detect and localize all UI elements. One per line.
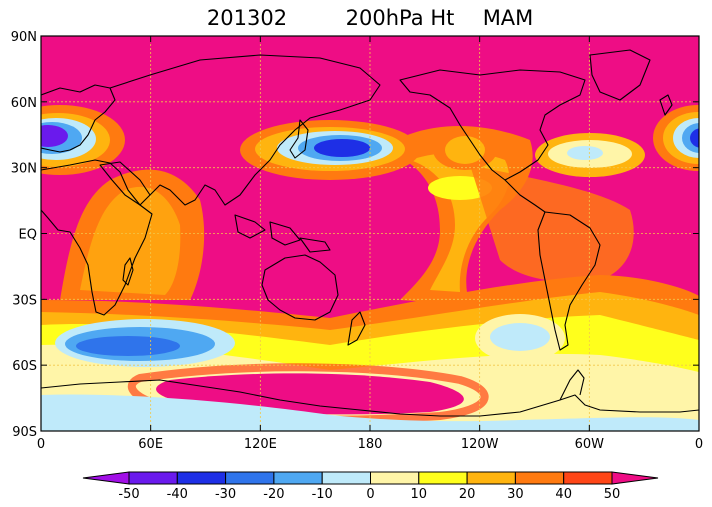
contour-jp-core [314, 139, 370, 157]
contour-eu-core [41, 125, 68, 147]
lon-tick-label-3: 180 [358, 437, 383, 452]
coast-new-zealand [347, 311, 366, 346]
coast-japan [289, 119, 309, 159]
map-gridlines [41, 36, 699, 431]
colorbar-label-10: 50 [604, 487, 621, 502]
colorbar-swatch-1 [176, 471, 227, 485]
colorbar-label-9: 40 [555, 487, 572, 502]
lat-tick-label-0: 90N [11, 30, 37, 45]
colorbar: -50 -40 -30 -20 -10 0 10 20 30 40 50 [82, 471, 659, 502]
colorbar-swatch-2 [225, 471, 275, 485]
coast-south-america [537, 211, 601, 351]
colorbar-swatch-9 [563, 471, 613, 485]
anomaly-field [41, 105, 699, 431]
contour-low-indian-core [76, 336, 180, 356]
lon-tick-label-6: 0 [695, 437, 703, 452]
lat-tick-label-5: 60S [12, 359, 37, 374]
lat-tick-label-4: 30S [12, 293, 37, 308]
coast-australia [261, 254, 339, 321]
lon-tick-label-1: 60E [138, 437, 163, 452]
coast-maritime-continent [234, 214, 331, 253]
coast-antarctic-peninsula [559, 369, 585, 401]
colorbar-swatch-0 [128, 471, 178, 485]
lon-tick-label-2: 120E [244, 437, 277, 452]
lon-tick-label-4: 120W [461, 437, 499, 452]
colorbar-swatch-3 [273, 471, 323, 485]
lat-tick-label-6: 90S [12, 425, 37, 440]
coast-antarctica [41, 379, 699, 417]
colorbar-label-5: 0 [366, 487, 374, 502]
coast-north-america [399, 69, 586, 181]
coast-africa [41, 159, 153, 316]
coastlines [41, 49, 699, 417]
lat-tick-label-3: EQ [19, 228, 37, 243]
colorbar-swatch-6 [418, 471, 468, 485]
coast-greenland [589, 49, 651, 101]
colorbar-label-4: -10 [312, 487, 333, 502]
contour-americas-red [470, 165, 634, 282]
colorbar-swatch-7 [466, 471, 516, 485]
coast-europe [41, 84, 116, 153]
coast-central-america [504, 179, 546, 213]
colorbar-extend-high [611, 471, 659, 485]
colorbar-label-7: 20 [459, 487, 476, 502]
lat-tick-label-1: 60N [11, 96, 37, 111]
contour-eu-wrap-core [690, 128, 699, 148]
coast-arabia [99, 161, 151, 206]
lat-tick-label-2: 30N [11, 162, 37, 177]
contour-low-pacific-core [490, 323, 550, 351]
coast-uk [659, 94, 673, 116]
colorbar-label-0: -50 [118, 487, 139, 502]
colorbar-label-3: -20 [263, 487, 284, 502]
coast-asia [109, 54, 381, 206]
colorbar-swatch-5 [370, 471, 420, 485]
colorbar-label-6: 10 [411, 487, 428, 502]
lon-tick-label-0: 0 [37, 437, 45, 452]
lon-tick-label-5: 60W [575, 437, 605, 452]
colorbar-swatch-8 [514, 471, 565, 485]
contour-lightblue-antarctic [41, 394, 699, 431]
contour-natl-core [567, 146, 603, 160]
coast-madagascar [122, 257, 134, 286]
title-date: 201302 [207, 6, 287, 30]
contour-natl-west-core [445, 136, 485, 164]
colorbar-label-8: 30 [507, 487, 524, 502]
colorbar-extend-low [82, 471, 130, 485]
colorbar-label-1: -40 [167, 487, 188, 502]
title-variable: 200hPa Ht [346, 6, 455, 30]
colorbar-swatch-4 [321, 471, 372, 485]
map-panel [41, 36, 699, 431]
title-season: MAM [483, 6, 534, 30]
colorbar-label-2: -30 [215, 487, 236, 502]
contour-africa-amber [80, 186, 181, 295]
